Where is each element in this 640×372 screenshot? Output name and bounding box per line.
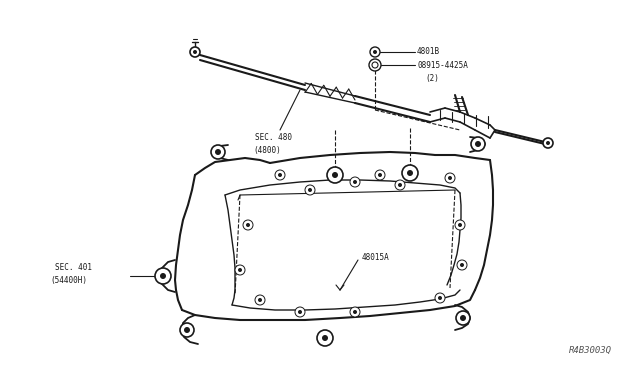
Circle shape <box>395 180 405 190</box>
Circle shape <box>193 50 197 54</box>
Circle shape <box>460 315 466 321</box>
Text: (4800): (4800) <box>253 145 281 154</box>
Circle shape <box>184 327 190 333</box>
Circle shape <box>369 59 381 71</box>
Circle shape <box>471 137 485 151</box>
Circle shape <box>246 223 250 227</box>
Circle shape <box>546 141 550 145</box>
Circle shape <box>407 170 413 176</box>
Circle shape <box>350 177 360 187</box>
Circle shape <box>278 173 282 177</box>
Circle shape <box>211 145 225 159</box>
Circle shape <box>305 185 315 195</box>
Circle shape <box>275 170 285 180</box>
Circle shape <box>298 310 302 314</box>
Text: R4B3003Q: R4B3003Q <box>569 346 612 355</box>
Text: SEC. 401: SEC. 401 <box>55 263 92 273</box>
Circle shape <box>457 260 467 270</box>
Circle shape <box>327 167 343 183</box>
Text: 08915-4425A: 08915-4425A <box>417 61 468 70</box>
Text: 4801B: 4801B <box>417 48 440 57</box>
Circle shape <box>322 335 328 341</box>
Circle shape <box>435 293 445 303</box>
Circle shape <box>295 307 305 317</box>
Circle shape <box>255 295 265 305</box>
Circle shape <box>448 176 452 180</box>
Circle shape <box>160 273 166 279</box>
Circle shape <box>445 173 455 183</box>
Text: (2): (2) <box>425 74 439 83</box>
Circle shape <box>372 62 378 68</box>
Circle shape <box>398 183 402 187</box>
Circle shape <box>402 165 418 181</box>
Circle shape <box>238 268 242 272</box>
Circle shape <box>378 173 382 177</box>
Circle shape <box>332 172 338 178</box>
Circle shape <box>190 47 200 57</box>
Circle shape <box>543 138 553 148</box>
Circle shape <box>235 265 245 275</box>
Text: SEC. 480: SEC. 480 <box>255 134 292 142</box>
Circle shape <box>353 310 357 314</box>
Circle shape <box>243 220 253 230</box>
Circle shape <box>460 263 464 267</box>
Text: (54400H): (54400H) <box>50 276 87 285</box>
Circle shape <box>308 188 312 192</box>
Circle shape <box>258 298 262 302</box>
Circle shape <box>455 220 465 230</box>
Text: 48015A: 48015A <box>362 253 390 263</box>
Circle shape <box>353 180 357 184</box>
Circle shape <box>370 47 380 57</box>
Circle shape <box>155 268 171 284</box>
Circle shape <box>317 330 333 346</box>
Circle shape <box>373 50 377 54</box>
Circle shape <box>375 170 385 180</box>
Circle shape <box>215 149 221 155</box>
Circle shape <box>475 141 481 147</box>
Circle shape <box>180 323 194 337</box>
Circle shape <box>458 223 462 227</box>
Circle shape <box>350 307 360 317</box>
Circle shape <box>456 311 470 325</box>
Circle shape <box>438 296 442 300</box>
